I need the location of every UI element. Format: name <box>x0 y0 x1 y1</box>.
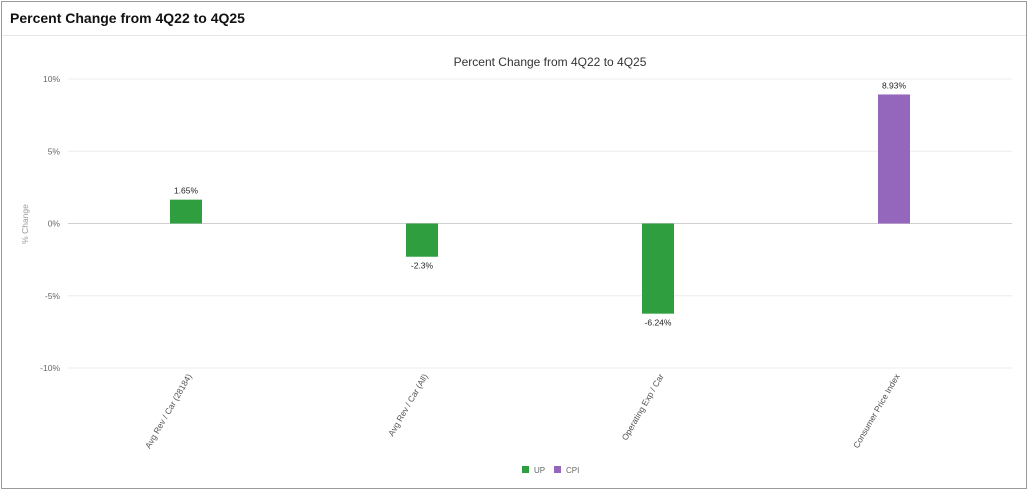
legend-swatch <box>554 466 561 473</box>
data-label: 8.93% <box>882 80 907 90</box>
y-tick-label: -5% <box>45 291 61 301</box>
y-tick-label: 5% <box>48 146 61 156</box>
grid <box>68 78 1012 369</box>
y-tick-label: -10% <box>40 363 60 373</box>
data-label: 1.65% <box>174 186 199 196</box>
y-tick-label: 10% <box>43 74 60 84</box>
legend-swatch <box>522 466 529 473</box>
legend-item[interactable]: CPI <box>554 466 579 475</box>
data-labels: 1.65% -2.3% -6.24% 8.93% <box>174 80 907 327</box>
category-labels: Avg Rev / Car (28184) Avg Rev / Car (All)… <box>143 371 902 450</box>
legend-item[interactable]: UP <box>522 466 545 475</box>
bars <box>170 94 910 314</box>
bar <box>170 199 202 224</box>
category-label: Avg Rev / Car (28184) <box>143 372 194 450</box>
legend-label: CPI <box>566 466 579 475</box>
category-label: Operating Exp / Car <box>620 372 666 442</box>
data-label: -2.3% <box>411 261 434 271</box>
legend[interactable]: UP CPI <box>522 466 579 475</box>
bar <box>878 94 910 224</box>
card-header: Percent Change from 4Q22 to 4Q25 <box>2 2 1026 36</box>
bar <box>406 223 438 257</box>
bar <box>642 223 674 314</box>
chart-title: Percent Change from 4Q22 to 4Q25 <box>454 55 647 69</box>
y-axis-title: % Change <box>20 204 30 244</box>
legend-label: UP <box>534 466 545 475</box>
y-tick-label: 0% <box>48 219 61 229</box>
data-label: -6.24% <box>645 318 672 328</box>
card-title: Percent Change from 4Q22 to 4Q25 <box>10 10 245 26</box>
y-axis: 10% 5% 0% -5% -10% <box>40 74 60 373</box>
category-label: Consumer Price Index <box>851 371 902 449</box>
category-label: Avg Rev / Car (All) <box>386 372 430 438</box>
